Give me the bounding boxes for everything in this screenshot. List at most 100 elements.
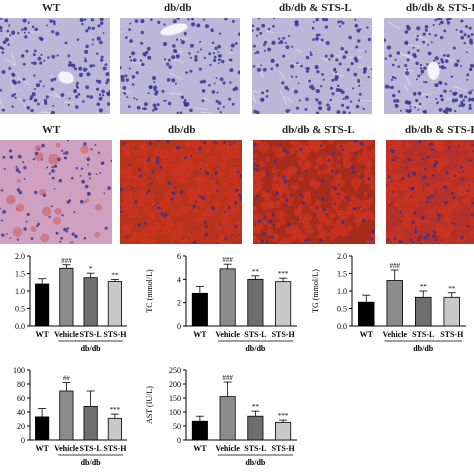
lipid-droplet — [85, 198, 90, 203]
nucleus — [204, 232, 209, 237]
nucleus — [412, 46, 415, 49]
nucleus — [95, 173, 98, 176]
nucleus — [434, 56, 439, 61]
nucleus — [22, 18, 27, 23]
nucleus — [23, 177, 26, 180]
nucleus — [471, 97, 474, 102]
nucleus — [404, 30, 409, 34]
lipid-droplet — [229, 166, 239, 176]
nucleus — [170, 197, 174, 201]
nucleus — [50, 110, 55, 114]
nucleus — [192, 240, 197, 244]
nucleus — [371, 229, 375, 234]
lipid-droplet — [466, 200, 472, 206]
nucleus — [27, 31, 30, 34]
nucleus — [188, 52, 191, 55]
nucleus — [91, 38, 95, 41]
nucleus — [9, 237, 12, 239]
nucleus — [90, 148, 93, 151]
nucleus — [239, 174, 242, 178]
lipid-droplet — [316, 224, 324, 232]
nucleus — [129, 22, 132, 25]
nucleus — [425, 80, 428, 84]
lipid-droplet — [173, 235, 177, 239]
lipid-droplet — [217, 171, 225, 179]
nucleus — [278, 238, 281, 241]
lipid-droplet — [439, 154, 450, 165]
lipid-droplet — [413, 154, 419, 161]
nucleus — [357, 39, 361, 43]
nucleus — [442, 109, 447, 113]
nucleus — [147, 189, 151, 192]
nucleus — [468, 99, 471, 102]
y-tick-label: 80 — [17, 380, 25, 389]
nucleus — [303, 239, 307, 242]
nucleus — [263, 49, 266, 52]
lipid-droplet — [322, 169, 328, 175]
nucleus — [79, 199, 84, 204]
lipid-droplet — [408, 143, 413, 148]
lipid-droplet — [176, 174, 187, 184]
nucleus — [267, 47, 272, 52]
nucleus — [75, 95, 79, 99]
nucleus — [173, 48, 177, 53]
nucleus — [106, 91, 110, 96]
nucleus — [200, 48, 203, 51]
nucleus — [359, 28, 362, 31]
nucleus — [284, 204, 287, 207]
lipid-droplet — [303, 160, 312, 169]
sinusoid — [321, 57, 331, 62]
nucleus — [63, 156, 68, 160]
central-vein — [427, 61, 440, 80]
nucleus — [427, 51, 432, 56]
lipid-droplet — [198, 187, 203, 192]
nucleus — [420, 69, 425, 74]
nucleus — [212, 51, 215, 55]
nucleus — [127, 105, 131, 108]
nucleus — [317, 101, 322, 105]
lipid-droplet — [404, 201, 409, 206]
nucleus — [370, 67, 372, 70]
nucleus — [426, 233, 430, 237]
nucleus — [362, 70, 367, 74]
nucleus — [33, 190, 38, 195]
lipid-droplet — [266, 228, 274, 236]
nucleus — [66, 227, 69, 230]
oil-image-wt — [0, 140, 112, 244]
nucleus — [469, 63, 474, 68]
nucleus — [120, 187, 124, 192]
y-tick-label: 0.0 — [15, 322, 25, 331]
central-vein — [160, 23, 188, 36]
nucleus — [399, 109, 403, 112]
lipid-droplet — [193, 209, 199, 214]
nucleus — [84, 184, 89, 189]
nucleus — [139, 59, 143, 62]
nucleus — [417, 74, 421, 78]
nucleus — [121, 142, 125, 146]
nucleus — [190, 231, 193, 233]
nucleus — [387, 175, 392, 179]
nucleus — [37, 102, 40, 106]
lipid-droplet — [122, 181, 129, 188]
nucleus — [447, 146, 451, 149]
nucleus — [92, 64, 96, 67]
sinusoid — [360, 100, 372, 102]
x-tick-label: STS-H — [440, 330, 464, 339]
bar-sts-h — [275, 421, 292, 441]
lipid-droplet — [5, 194, 16, 205]
lipid-droplet — [274, 221, 281, 229]
nucleus — [135, 71, 139, 75]
y-tick-label: 0 — [177, 436, 181, 445]
nucleus — [391, 180, 394, 183]
nucleus — [50, 78, 54, 82]
lipid-droplet — [216, 194, 221, 199]
nucleus — [39, 80, 42, 83]
nucleus — [362, 145, 365, 147]
nucleus — [337, 20, 341, 24]
nucleus — [438, 65, 442, 68]
nucleus — [213, 168, 215, 171]
nucleus — [234, 188, 239, 192]
nucleus — [68, 97, 71, 100]
sinusoid — [280, 90, 288, 105]
nucleus — [53, 164, 58, 168]
